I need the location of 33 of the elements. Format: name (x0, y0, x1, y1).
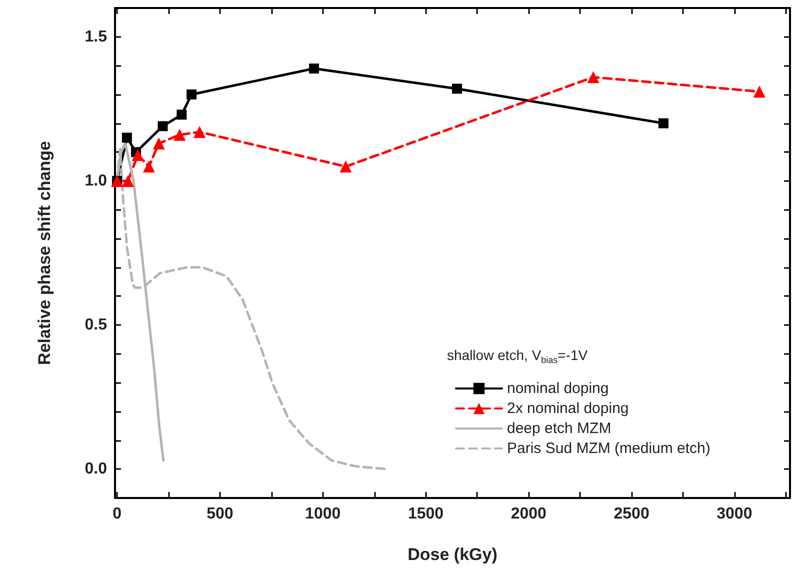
x-tick-label: 3000 (716, 506, 752, 522)
x-tick-label: 1000 (305, 506, 341, 522)
point (587, 71, 600, 84)
point (186, 89, 197, 100)
point (122, 174, 134, 187)
point (158, 121, 168, 132)
point (142, 160, 155, 173)
y-tick-label: 0.0 (84, 460, 108, 478)
x-tick-label: 1500 (408, 506, 444, 522)
legend-label: nominal doping (507, 380, 609, 397)
point (753, 86, 766, 98)
point (132, 149, 144, 161)
x-tick-label: 2000 (510, 506, 547, 522)
y-tick-label: 0.5 (84, 316, 108, 334)
x-tick-label: 0 (112, 506, 122, 522)
point (174, 128, 186, 141)
point (340, 160, 352, 173)
y-axis-title: Relative phase shift change (35, 141, 54, 365)
point (658, 118, 668, 128)
legend-label: deep etch MZM (507, 420, 612, 437)
point (309, 64, 319, 74)
y-tick-label: 1.5 (84, 28, 108, 46)
point (152, 137, 165, 150)
y-tick-label: 1.0 (84, 172, 108, 190)
legend-label: Paris Sud MZM (medium etch) (507, 440, 710, 457)
x-tick-label: 2500 (614, 506, 650, 522)
point (122, 132, 132, 143)
x-axis-title: Dose (kGy) (408, 545, 498, 564)
legend-label: 2x nominal doping (507, 400, 629, 417)
point (194, 126, 206, 138)
point (452, 84, 462, 94)
x-tick-label: 500 (206, 506, 234, 522)
point (176, 110, 187, 120)
